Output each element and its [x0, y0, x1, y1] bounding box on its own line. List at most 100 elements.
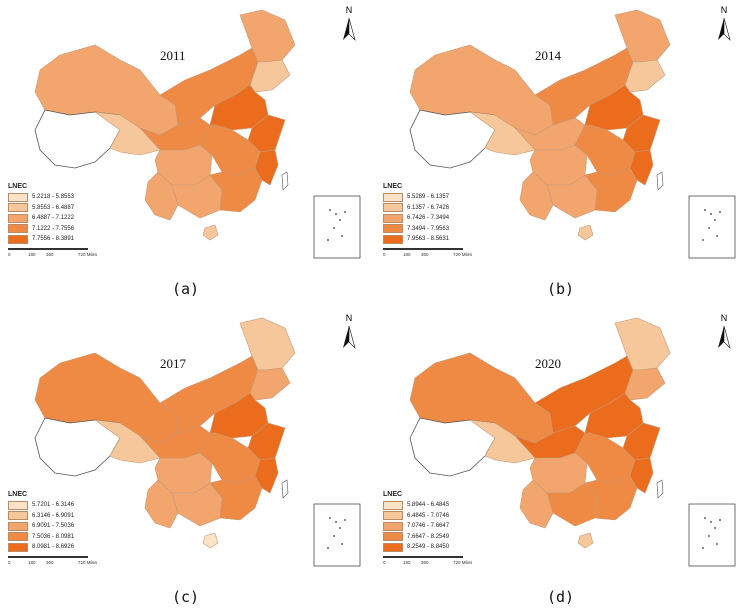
inset-island-7	[702, 547, 704, 549]
province-map	[8, 317, 361, 567]
legend-range: 7.5036 - 8.0981	[32, 533, 75, 540]
legend-range: 5.8944 - 6.4845	[407, 502, 450, 509]
inset-island-1	[704, 517, 706, 519]
legend-item: 5.7201 - 6.3146	[8, 500, 74, 511]
legend-range: 7.6647 - 8.2549	[407, 533, 450, 540]
panel-caption: (b)	[547, 280, 575, 298]
panel-year: 2011	[160, 48, 186, 63]
scale-bar	[383, 556, 463, 558]
inset-island-3	[339, 527, 341, 529]
legend-item: 5.8944 - 6.4845	[383, 500, 449, 511]
legend-swatch	[383, 500, 403, 510]
scale-label: 0	[8, 560, 11, 565]
panel-caption: (c)	[172, 588, 200, 606]
region-qinghai	[469, 419, 536, 464]
inset-island-2	[335, 521, 337, 523]
inset-frame	[313, 503, 361, 567]
inset-frame	[688, 503, 736, 567]
scale-bar	[383, 248, 463, 250]
region-zhejiang-fujian	[629, 457, 654, 494]
legend-range: 5.7201 - 6.3146	[32, 502, 75, 509]
region-southeast-coast	[584, 167, 638, 213]
legend-item: 7.5036 - 8.0981	[8, 532, 74, 543]
scale-bar	[8, 248, 88, 250]
north-arrow-icon	[343, 18, 349, 40]
scale-label: 0	[8, 252, 11, 257]
legend: LNEC 5.2218 - 5.8553 5.8553 - 6.4887 6.4887…	[8, 183, 74, 245]
legend-item: 6.4845 - 7.0746	[383, 511, 449, 522]
legend-swatch	[8, 511, 28, 521]
region-zhejiang-fujian	[629, 149, 654, 186]
inset-island-3	[714, 527, 716, 529]
scale-label: 180	[28, 560, 36, 565]
legend-item: 5.2218 - 5.8553	[8, 192, 74, 203]
north-arrow-shadow	[348, 17, 356, 42]
inset-island-6	[341, 543, 343, 545]
inset-island-3	[339, 219, 341, 221]
region-tibet	[34, 417, 121, 477]
north-arrow-shadow	[723, 17, 731, 42]
region-zhejiang-fujian	[254, 149, 279, 186]
legend-range: 5.5289 - 6.1357	[407, 194, 450, 201]
panel-year: 2014	[535, 48, 561, 63]
legend-title: LNEC	[8, 491, 28, 498]
legend: LNEC 5.7201 - 6.3146 6.3146 - 6.9091 6.9091…	[8, 491, 74, 553]
north-arrow-icon	[718, 18, 724, 40]
north-arrow-icon	[343, 326, 349, 348]
region-southeast-coast	[209, 167, 263, 213]
legend-item: 7.6647 - 8.2549	[383, 532, 449, 543]
legend-item: 5.8553 - 6.4887	[8, 203, 74, 214]
region-hainan	[202, 224, 219, 241]
legend-item: 7.9563 - 8.5631	[383, 234, 449, 245]
inset-island-7	[327, 547, 329, 549]
legend-title: LNEC	[383, 183, 403, 190]
legend-swatch	[8, 203, 28, 213]
legend-item: 5.5289 - 6.1357	[383, 192, 449, 203]
north-label: N	[720, 5, 728, 15]
region-qinghai	[469, 111, 536, 156]
legend-swatch	[383, 203, 403, 213]
scale-label: 180	[403, 252, 411, 257]
inset-island-1	[329, 517, 331, 519]
inset-island-5	[708, 535, 710, 537]
legend-item: 7.7556 - 8.3891	[8, 234, 74, 245]
inset-island-4	[719, 211, 721, 213]
legend-swatch	[8, 234, 28, 244]
inset-island-4	[344, 211, 346, 213]
legend-title: LNEC	[8, 183, 28, 190]
island-outline	[656, 479, 664, 499]
inset-island-4	[719, 519, 721, 521]
scale-label: 720 Miles	[78, 560, 98, 565]
inset-island-6	[341, 235, 343, 237]
legend-swatch	[8, 224, 28, 234]
scale-label: 360	[421, 560, 429, 565]
region-southeast-coast	[584, 475, 638, 521]
region-hainan	[577, 532, 594, 549]
panel-caption: (d)	[547, 588, 575, 606]
inset-frame	[688, 195, 736, 259]
legend-range: 7.7556 - 8.3891	[32, 236, 75, 243]
legend-range: 7.0746 - 7.6647	[407, 523, 450, 530]
inset-island-5	[333, 227, 335, 229]
region-tibet	[34, 109, 121, 169]
legend-range: 6.1357 - 6.7426	[407, 204, 450, 211]
legend-swatch	[8, 213, 28, 223]
panel-year: 2020	[535, 356, 561, 371]
scale-label: 0	[383, 560, 386, 565]
north-arrow-shadow	[348, 325, 356, 350]
legend-item: 8.2549 - 8.8450	[383, 542, 449, 553]
inset-island-6	[716, 543, 718, 545]
panel-year: 2017	[160, 356, 186, 371]
scale-bar	[8, 556, 88, 558]
scale-label: 360	[46, 560, 54, 565]
inset-island-1	[329, 209, 331, 211]
legend-swatch	[8, 542, 28, 552]
legend-range: 7.3494 - 7.9563	[407, 225, 450, 232]
inset-island-3	[714, 219, 716, 221]
province-map	[383, 317, 736, 567]
map-panel-1: 2011 N LNEC 5.2218 - 5.8553 5.8553 - 6.4887 6…	[0, 0, 375, 308]
legend-item: 6.7426 - 7.3494	[383, 213, 449, 224]
legend-swatch	[8, 192, 28, 202]
inset-island-5	[708, 227, 710, 229]
scale-label: 0	[383, 252, 386, 257]
